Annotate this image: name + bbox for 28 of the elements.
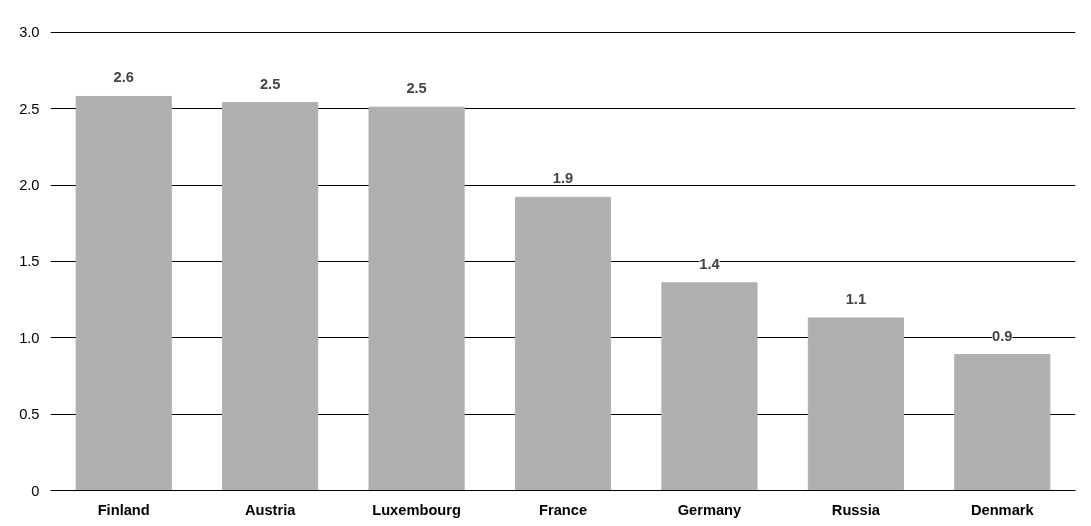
data-label: 2.5	[259, 75, 281, 92]
y-tick-label: 3.0	[19, 24, 40, 41]
bar	[807, 317, 904, 491]
bar	[661, 282, 758, 491]
x-tick-label: Germany	[677, 501, 743, 518]
bar	[368, 106, 465, 491]
data-label: 1.1	[845, 290, 867, 307]
y-tick-label: 1.0	[19, 329, 40, 346]
bar	[75, 95, 172, 491]
bar	[954, 354, 1051, 491]
x-tick-label: Austria	[244, 501, 297, 518]
data-label: 0.9	[992, 327, 1013, 344]
y-tick-label: 2.0	[19, 177, 40, 194]
x-tick-label: Luxembourg	[372, 501, 461, 518]
x-tick-label: France	[538, 501, 588, 518]
bar	[514, 196, 612, 491]
x-tick-label: Denmark	[970, 501, 1035, 518]
data-label: 2.6	[113, 69, 134, 86]
y-tick-label: 0	[31, 482, 40, 499]
x-tick-label: Russia	[831, 501, 881, 518]
bar	[222, 102, 319, 491]
data-label: 2.5	[406, 80, 427, 97]
data-label: 1.4	[699, 255, 721, 272]
x-tick-label: Finland	[97, 501, 150, 518]
y-tick-label: 0.5	[19, 406, 40, 423]
y-tick-label: 2.5	[19, 100, 40, 117]
y-tick-label: 1.5	[19, 253, 40, 270]
data-label: 1.9	[552, 170, 574, 187]
